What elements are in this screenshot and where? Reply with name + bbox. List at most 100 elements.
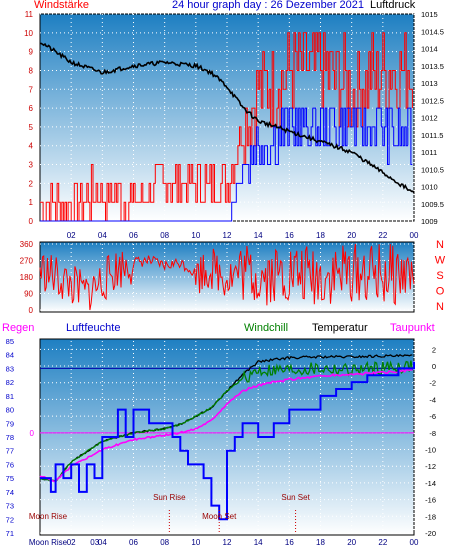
pressure-tick-label: 1014.5 xyxy=(421,27,444,36)
pressure-tick-label: 1011 xyxy=(421,148,437,157)
direction-tick-label: 360 xyxy=(20,240,34,249)
direction-tick-label: 0 xyxy=(29,306,34,315)
wind-direction-series xyxy=(39,243,415,311)
x-tick-label-bottom: 20 xyxy=(347,538,356,547)
x-tick-label-bottom: 02 xyxy=(67,538,76,547)
temperature-tick-label: -10 xyxy=(425,446,436,455)
pressure-tick-label: 1013.5 xyxy=(421,62,444,71)
chart-title: 24 hour graph day : 26 Dezember 2021 xyxy=(172,0,365,11)
temperature-tick-label: -4 xyxy=(429,395,436,404)
x-tick-label-bottom: 10 xyxy=(191,538,200,547)
x-tick-label-bottom: 06 xyxy=(129,538,138,547)
pressure-tick-label: 1012 xyxy=(421,114,438,123)
compass-label: W xyxy=(435,255,446,267)
wind-tick-label: 8 xyxy=(29,66,34,75)
humidity-tick-label: 78 xyxy=(6,433,14,442)
x-tick-label-top: 02 xyxy=(67,231,76,240)
x-tick-label-top: 10 xyxy=(191,231,200,240)
direction-tick-label: 180 xyxy=(20,273,34,282)
pressure-tick-label: 1013 xyxy=(421,79,438,88)
x-tick-label-bottom: 22 xyxy=(378,538,387,547)
pressure-tick-label: 1014 xyxy=(421,45,438,54)
wind-tick-label: 4 xyxy=(29,142,34,151)
x-tick-label-bottom: 12 xyxy=(223,538,232,547)
x-tick-label-top: 12 xyxy=(223,231,232,240)
pressure-series xyxy=(39,42,415,194)
legend-item: Taupunkt xyxy=(390,322,435,334)
pressure-tick-label: 1012.5 xyxy=(421,96,444,105)
pressure-axis-title: Luftdruck xyxy=(370,0,416,11)
wind-max-series xyxy=(40,32,413,222)
wind-avg-series xyxy=(40,107,413,222)
x-tick-label-bottom: 00 xyxy=(410,538,419,547)
wind-tick-label: 11 xyxy=(25,10,34,19)
annotation-label: Moon Set xyxy=(202,512,237,521)
wind-tick-label: 3 xyxy=(29,161,34,170)
temperature-tick-label: -14 xyxy=(425,479,436,488)
x-tick-label-bottom: 04 xyxy=(98,538,107,547)
pressure-tick-label: 1010 xyxy=(421,183,438,192)
pressure-tick-label: 1015 xyxy=(421,10,438,19)
legend-item: Windchill xyxy=(244,322,288,334)
humidity-tick-label: 76 xyxy=(6,460,14,469)
x-tick-label-top: 00 xyxy=(410,231,419,240)
humidity-tick-label: 83 xyxy=(6,364,14,373)
compass-label: N xyxy=(436,239,444,251)
x-tick-label-top: 04 xyxy=(98,231,107,240)
humidity-tick-label: 75 xyxy=(6,474,14,483)
humidity-tick-label: 85 xyxy=(6,337,14,346)
compass-label: N xyxy=(436,301,444,313)
wind-tick-label: 0 xyxy=(29,217,34,226)
wind-tick-label: 7 xyxy=(29,85,34,94)
temperature-tick-label: -2 xyxy=(429,379,436,388)
x-tick-label-top: 14 xyxy=(254,231,263,240)
temperature-tick-label: 0 xyxy=(432,362,436,371)
pressure-tick-label: 1009.5 xyxy=(421,200,444,209)
pressure-tick-label: 1010.5 xyxy=(421,165,444,174)
x-tick-label-top: 08 xyxy=(160,231,169,240)
x-tick-label-bottom: Moon Rise xyxy=(29,538,68,547)
x-tick-label-bottom: 03 xyxy=(90,538,99,547)
direction-tick-label: 270 xyxy=(20,257,34,266)
humidity-tick-label: 81 xyxy=(6,392,14,401)
temperature-tick-label: 2 xyxy=(432,345,436,354)
temperature-tick-label: -6 xyxy=(429,412,436,421)
x-tick-label-top: 20 xyxy=(347,231,356,240)
humidity-tick-label: 84 xyxy=(6,351,14,360)
wind-tick-label: 6 xyxy=(29,104,34,113)
x-tick-label-top: 18 xyxy=(316,231,325,240)
humidity-tick-label: 71 xyxy=(6,529,14,538)
annotation-label: Sun Rise xyxy=(153,493,186,502)
x-tick-label-bottom: 14 xyxy=(254,538,263,547)
legend-item: Regen xyxy=(2,322,34,334)
x-tick-label-top: 06 xyxy=(129,231,138,240)
wind-axis-title: Windstärke xyxy=(34,0,90,11)
compass-label: O xyxy=(436,286,445,298)
wind-tick-label: 1 xyxy=(29,198,34,207)
wind-tick-label: 2 xyxy=(29,179,34,188)
humidity-tick-label: 73 xyxy=(6,502,14,511)
temperature-tick-label: -12 xyxy=(425,462,436,471)
temperature-tick-label: -18 xyxy=(425,512,436,521)
x-tick-label-bottom: 18 xyxy=(316,538,325,547)
humidity-series xyxy=(40,361,415,521)
temperature-tick-label: -16 xyxy=(425,496,436,505)
temperature-tick-label: -20 xyxy=(425,529,436,538)
direction-tick-label: 90 xyxy=(24,290,33,299)
x-tick-label-top: 22 xyxy=(378,231,387,240)
x-tick-label-top: 16 xyxy=(285,231,294,240)
pressure-tick-label: 1011.5 xyxy=(421,131,443,140)
humidity-tick-label: 79 xyxy=(6,419,14,428)
humidity-tick-label: 82 xyxy=(6,378,14,387)
annotation-label: Sun Set xyxy=(281,493,310,502)
humidity-tick-label: 80 xyxy=(6,406,14,415)
wind-tick-label: 9 xyxy=(29,48,34,57)
humidity-tick-label: 74 xyxy=(6,488,14,497)
rain-zero-label: 0 xyxy=(30,429,35,438)
humidity-tick-label: 77 xyxy=(6,447,14,456)
x-tick-label-bottom: 16 xyxy=(285,538,294,547)
x-tick-label-bottom: 08 xyxy=(160,538,169,547)
humidity-tick-label: 72 xyxy=(6,515,14,524)
compass-label: S xyxy=(436,270,443,282)
